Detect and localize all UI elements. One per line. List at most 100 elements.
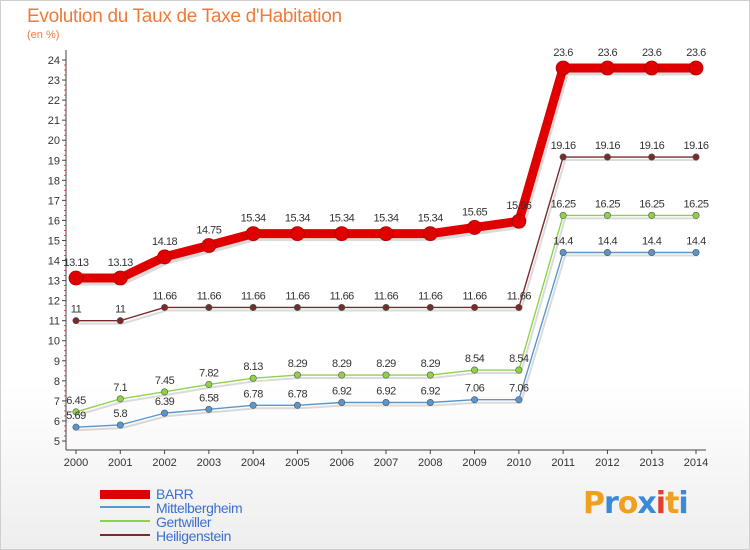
data-label-gertwiller: 6.45 bbox=[66, 395, 86, 407]
data-point-barr bbox=[688, 60, 704, 76]
data-label-heiligenstein: 11.66 bbox=[197, 290, 222, 302]
data-label-barr: 15.65 bbox=[462, 206, 487, 218]
data-point-gertwiller bbox=[249, 374, 257, 382]
legend-item-gertwiller: Gertwiller bbox=[100, 514, 400, 530]
data-point-mittelbergheim bbox=[205, 405, 213, 413]
x-tick-label: 2010 bbox=[507, 457, 531, 469]
y-tick-label: 9 bbox=[54, 356, 60, 368]
data-label-barr: 13.13 bbox=[108, 257, 133, 269]
data-label-barr: 13.13 bbox=[63, 257, 88, 269]
data-point-mittelbergheim bbox=[161, 409, 169, 417]
data-label-heiligenstein: 11.66 bbox=[241, 290, 266, 302]
data-label-mittelbergheim: 7.06 bbox=[465, 383, 485, 395]
y-tick-label: 12 bbox=[48, 296, 60, 308]
data-label-heiligenstein: 11.66 bbox=[152, 290, 177, 302]
y-axis-unit: (en %) bbox=[27, 29, 60, 41]
data-label-heiligenstein: 11.66 bbox=[418, 290, 443, 302]
data-label-mittelbergheim: 6.92 bbox=[332, 385, 352, 397]
legend-label-barr: BARR bbox=[156, 486, 194, 502]
x-tick-label: 2007 bbox=[374, 457, 398, 469]
y-tick-label: 14 bbox=[48, 256, 60, 268]
data-point-barr bbox=[600, 60, 615, 76]
data-point-heiligenstein bbox=[426, 303, 434, 311]
data-label-mittelbergheim: 6.92 bbox=[421, 385, 441, 397]
data-label-heiligenstein: 11.66 bbox=[462, 290, 487, 302]
y-tick-label: 21 bbox=[48, 115, 60, 127]
y-tick-label: 10 bbox=[48, 336, 60, 348]
data-point-barr bbox=[334, 226, 350, 242]
data-label-heiligenstein: 19.16 bbox=[595, 140, 620, 152]
data-label-barr: 15.34 bbox=[241, 213, 266, 225]
data-label-gertwiller: 8.54 bbox=[509, 353, 529, 365]
data-label-gertwiller: 8.29 bbox=[332, 358, 352, 370]
proxiti-logo: Proxiti bbox=[583, 486, 689, 521]
x-tick-label: 2011 bbox=[551, 457, 575, 469]
y-tick-label: 8 bbox=[54, 376, 60, 388]
series-shadow-barr bbox=[78, 66, 698, 286]
data-point-heiligenstein bbox=[382, 303, 390, 311]
data-point-barr bbox=[290, 226, 305, 242]
y-tick-label: 5 bbox=[54, 436, 60, 448]
data-label-barr: 15.34 bbox=[418, 213, 443, 225]
data-label-gertwiller: 16.25 bbox=[639, 198, 664, 210]
y-tick-label: 17 bbox=[48, 195, 60, 207]
data-point-heiligenstein bbox=[692, 153, 700, 161]
logo-letter: i bbox=[678, 486, 688, 521]
data-point-mittelbergheim bbox=[471, 396, 479, 404]
data-label-heiligenstein: 11 bbox=[71, 304, 82, 316]
y-tick-label: 20 bbox=[48, 135, 60, 147]
data-label-mittelbergheim: 5.69 bbox=[66, 410, 86, 422]
series-shadow-heiligenstein bbox=[78, 159, 698, 325]
data-label-heiligenstein: 11.66 bbox=[330, 290, 355, 302]
data-point-gertwiller bbox=[382, 371, 390, 379]
data-point-gertwiller bbox=[293, 371, 301, 379]
y-tick-label: 15 bbox=[48, 235, 60, 247]
y-tick-label: 22 bbox=[48, 95, 60, 107]
y-tick-label: 11 bbox=[49, 316, 60, 328]
data-point-barr bbox=[467, 220, 482, 235]
data-point-barr bbox=[245, 226, 261, 242]
data-point-mittelbergheim bbox=[515, 396, 523, 404]
data-label-gertwiller: 7.82 bbox=[199, 367, 219, 379]
data-label-barr: 14.75 bbox=[196, 224, 221, 236]
data-label-gertwiller: 16.25 bbox=[683, 198, 708, 210]
data-label-heiligenstein: 19.16 bbox=[683, 140, 708, 152]
y-tick-label: 24 bbox=[48, 55, 60, 67]
data-point-gertwiller bbox=[426, 371, 434, 379]
data-point-mittelbergheim bbox=[382, 398, 390, 406]
data-point-mittelbergheim bbox=[338, 398, 346, 406]
data-point-barr bbox=[112, 270, 128, 286]
y-tick-label: 23 bbox=[48, 75, 60, 87]
data-label-barr: 23.6 bbox=[553, 47, 573, 59]
data-label-mittelbergheim: 6.78 bbox=[243, 388, 263, 400]
data-point-barr bbox=[511, 213, 527, 229]
legend-label-heiligenstein: Heiligenstein bbox=[156, 528, 231, 544]
data-point-gertwiller bbox=[603, 211, 611, 219]
series-shadow-mittelbergheim bbox=[77, 254, 698, 432]
data-label-barr: 15.34 bbox=[285, 213, 310, 225]
x-tick-label: 2000 bbox=[64, 457, 88, 469]
data-point-gertwiller bbox=[648, 211, 656, 219]
data-label-barr: 14.18 bbox=[152, 236, 177, 248]
data-label-heiligenstein: 11.66 bbox=[374, 290, 399, 302]
data-point-gertwiller bbox=[161, 388, 169, 396]
data-point-gertwiller bbox=[515, 366, 523, 374]
y-tick-label: 18 bbox=[48, 175, 60, 187]
data-point-heiligenstein bbox=[603, 153, 611, 161]
data-point-gertwiller bbox=[559, 211, 567, 219]
data-label-gertwiller: 8.29 bbox=[376, 358, 396, 370]
data-label-heiligenstein: 19.16 bbox=[551, 140, 576, 152]
data-label-barr: 23.6 bbox=[686, 47, 706, 59]
y-tick-label: 6 bbox=[54, 416, 60, 428]
logo-letter: t bbox=[665, 486, 679, 521]
logo-letter: o bbox=[617, 486, 639, 521]
data-point-gertwiller bbox=[471, 366, 479, 374]
x-tick-label: 2005 bbox=[285, 457, 309, 469]
series-shadow-gertwiller bbox=[77, 217, 698, 416]
data-point-mittelbergheim bbox=[648, 249, 656, 257]
data-label-gertwiller: 7.1 bbox=[113, 382, 127, 394]
data-label-gertwiller: 16.25 bbox=[551, 198, 576, 210]
data-point-heiligenstein bbox=[205, 303, 213, 311]
data-point-heiligenstein bbox=[249, 303, 257, 311]
x-tick-label: 2001 bbox=[108, 457, 132, 469]
